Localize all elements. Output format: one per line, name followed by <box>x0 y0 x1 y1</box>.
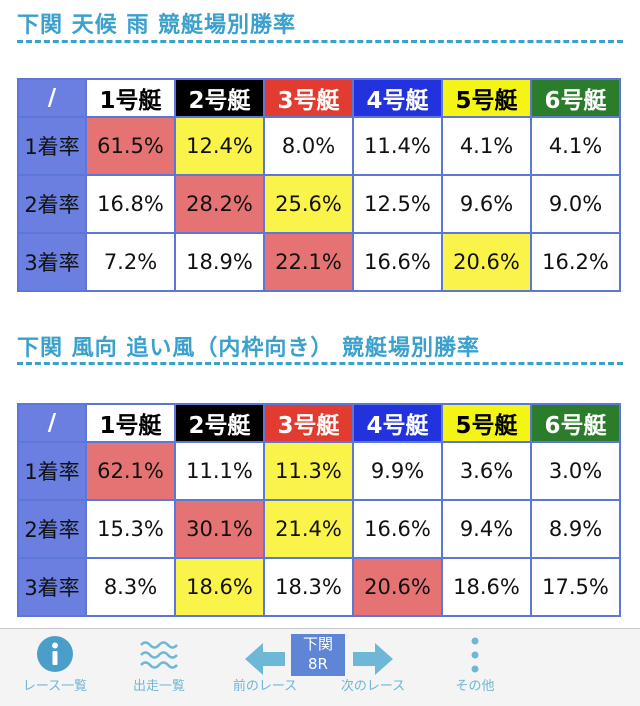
boat2-header: 2号艇 <box>174 403 265 443</box>
boat1-header: 1号艇 <box>85 403 176 443</box>
corner-cell: / <box>17 78 87 118</box>
entry-list-button[interactable]: 出走一覧 <box>104 629 214 706</box>
table-row: 2着率 16.8% 28.2% 25.6% 12.5% 9.6% 9.0% <box>17 174 621 234</box>
rate-cell: 11.3% <box>263 441 354 501</box>
race-list-button[interactable]: レース一覧 <box>0 629 110 706</box>
row-label: 2着率 <box>17 174 87 234</box>
rate-cell: 11.4% <box>352 116 443 176</box>
row-label: 1着率 <box>17 441 87 501</box>
rate-cell: 18.3% <box>263 557 354 617</box>
rate-cell: 16.6% <box>352 232 443 292</box>
rate-cell: 30.1% <box>174 499 265 559</box>
boat1-header: 1号艇 <box>85 78 176 118</box>
section1-table: / 1号艇 2号艇 3号艇 4号艇 5号艇 6号艇 1着率 61.5% 12.4… <box>17 78 621 292</box>
next-race-button[interactable]: 次のレース <box>318 629 428 706</box>
entry-list-label: 出走一覧 <box>132 679 185 694</box>
other-button[interactable]: その他 <box>420 629 530 706</box>
rate-cell: 20.6% <box>352 557 443 617</box>
rate-cell: 3.6% <box>441 441 532 501</box>
table-row: 3着率 7.2% 18.9% 22.1% 16.6% 20.6% 16.2% <box>17 232 621 292</box>
rate-cell: 4.1% <box>441 116 532 176</box>
rate-cell: 12.4% <box>174 116 265 176</box>
boat4-header: 4号艇 <box>352 403 443 443</box>
table-row: 2着率 15.3% 30.1% 21.4% 16.6% 9.4% 8.9% <box>17 499 621 559</box>
rate-cell: 20.6% <box>441 232 532 292</box>
rate-cell: 18.9% <box>174 232 265 292</box>
other-label: その他 <box>455 679 495 694</box>
row-label: 1着率 <box>17 116 87 176</box>
rate-cell: 28.2% <box>174 174 265 234</box>
rate-cell: 9.9% <box>352 441 443 501</box>
rate-cell: 7.2% <box>85 232 176 292</box>
rate-cell: 16.6% <box>352 499 443 559</box>
section2-title: 下関 風向 追い風（内枠向き） 競艇場別勝率 <box>17 336 480 361</box>
info-icon <box>37 636 73 672</box>
boat3-header: 3号艇 <box>263 403 354 443</box>
next-race-label: 次のレース <box>340 679 406 694</box>
arrow-right-icon <box>353 643 393 675</box>
rate-cell: 8.3% <box>85 557 176 617</box>
rate-cell: 61.5% <box>85 116 176 176</box>
rate-cell: 12.5% <box>352 174 443 234</box>
rate-cell: 18.6% <box>441 557 532 617</box>
boat3-header: 3号艇 <box>263 78 354 118</box>
section1-divider <box>17 40 623 43</box>
boat6-header: 6号艇 <box>530 78 621 118</box>
table-row: 3着率 8.3% 18.6% 18.3% 20.6% 18.6% 17.5% <box>17 557 621 617</box>
boat5-header: 5号艇 <box>441 78 532 118</box>
arrow-left-icon <box>245 643 285 675</box>
row-label: 3着率 <box>17 557 87 617</box>
rate-cell: 15.3% <box>85 499 176 559</box>
rate-cell: 16.2% <box>530 232 621 292</box>
rate-cell: 18.6% <box>174 557 265 617</box>
boat4-header: 4号艇 <box>352 78 443 118</box>
rate-cell: 9.4% <box>441 499 532 559</box>
race-list-label: レース一覧 <box>22 679 88 694</box>
table-header-row: / 1号艇 2号艇 3号艇 4号艇 5号艇 6号艇 <box>17 403 621 443</box>
section2-divider <box>17 362 623 365</box>
table-row: 1着率 62.1% 11.1% 11.3% 9.9% 3.6% 3.0% <box>17 441 621 501</box>
rate-cell: 16.8% <box>85 174 176 234</box>
waves-icon <box>140 641 178 669</box>
rate-cell: 25.6% <box>263 174 354 234</box>
row-label: 2着率 <box>17 499 87 559</box>
boat6-header: 6号艇 <box>530 403 621 443</box>
rate-cell: 9.6% <box>441 174 532 234</box>
rate-cell: 11.1% <box>174 441 265 501</box>
table-row: 1着率 61.5% 12.4% 8.0% 11.4% 4.1% 4.1% <box>17 116 621 176</box>
corner-cell: / <box>17 403 87 443</box>
more-vertical-icon <box>471 637 479 673</box>
rate-cell: 4.1% <box>530 116 621 176</box>
race-number: 8R <box>308 655 328 673</box>
section1-title: 下関 天候 雨 競艇場別勝率 <box>17 13 296 38</box>
rate-cell: 8.9% <box>530 499 621 559</box>
rate-cell: 8.0% <box>263 116 354 176</box>
venue-name: 下関 <box>302 635 333 653</box>
row-label: 3着率 <box>17 232 87 292</box>
rate-cell: 17.5% <box>530 557 621 617</box>
current-race-badge: 下関 8R <box>291 634 345 676</box>
boat5-header: 5号艇 <box>441 403 532 443</box>
rate-cell: 21.4% <box>263 499 354 559</box>
table-header-row: / 1号艇 2号艇 3号艇 4号艇 5号艇 6号艇 <box>17 78 621 118</box>
bottom-nav: レース一覧 出走一覧 前のレース 下関 8R 次のレース その他 <box>0 628 640 706</box>
prev-race-label: 前のレース <box>232 679 298 694</box>
rate-cell: 62.1% <box>85 441 176 501</box>
prev-race-button[interactable]: 前のレース <box>210 629 320 706</box>
section2-table: / 1号艇 2号艇 3号艇 4号艇 5号艇 6号艇 1着率 62.1% 11.1… <box>17 403 621 617</box>
rate-cell: 3.0% <box>530 441 621 501</box>
rate-cell: 9.0% <box>530 174 621 234</box>
boat2-header: 2号艇 <box>174 78 265 118</box>
rate-cell: 22.1% <box>263 232 354 292</box>
